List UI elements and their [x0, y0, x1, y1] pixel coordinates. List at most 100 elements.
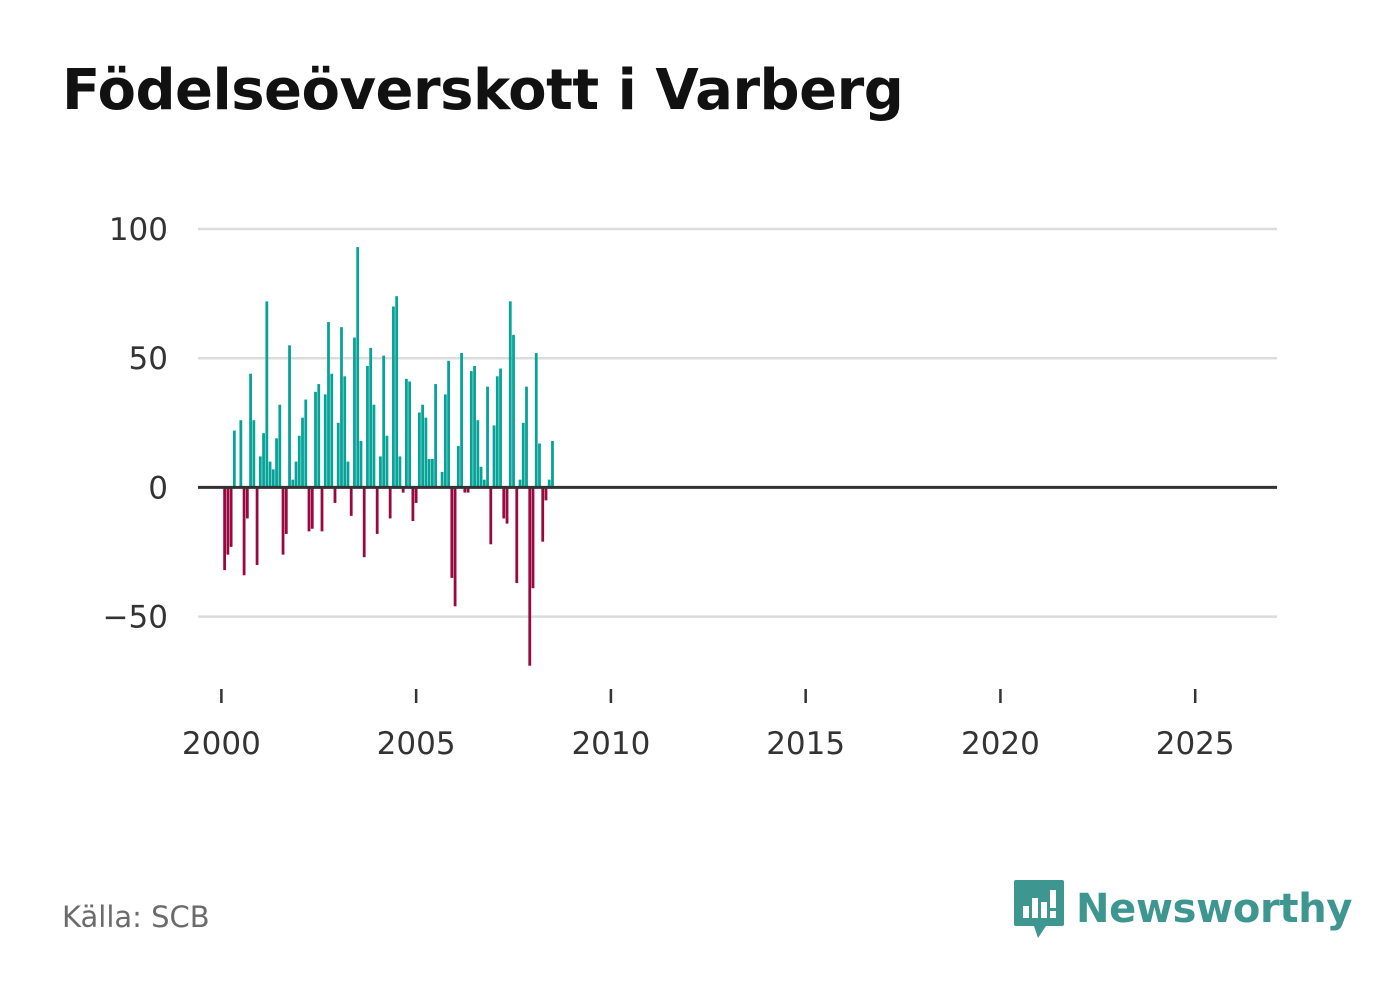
bar-negative — [489, 487, 493, 545]
bar-positive — [417, 412, 421, 488]
bar-positive — [392, 306, 395, 488]
x-tick-label: 2005 — [377, 726, 456, 762]
bar-negative — [255, 487, 259, 565]
bar-positive — [379, 456, 382, 488]
bar-positive — [508, 301, 512, 488]
chart-title: Födelseöverskott i Varberg — [62, 58, 904, 123]
bar-positive — [258, 456, 262, 488]
bar-positive — [456, 446, 460, 488]
y-tick-label: 0 — [148, 470, 168, 506]
bar-negative — [320, 487, 324, 532]
bar-negative — [528, 487, 532, 666]
x-axis-ticks: 2000 2005 2010 2015 2020 2025 — [182, 689, 1235, 762]
bar-positive — [262, 433, 265, 488]
bar-positive — [353, 337, 356, 488]
bar-positive — [427, 459, 431, 488]
bar-positive — [304, 399, 308, 488]
bar-negative — [414, 487, 418, 503]
y-tick-label: −50 — [103, 600, 168, 636]
bar-positive — [288, 345, 291, 488]
bar-positive — [538, 443, 541, 488]
bar-positive — [447, 360, 450, 488]
bar-positive — [385, 435, 389, 488]
bar-positive — [521, 422, 525, 488]
bar-negative — [515, 487, 519, 584]
source-note: Källa: SCB — [62, 900, 210, 934]
bar-negative — [466, 487, 470, 493]
bar-positive — [340, 327, 343, 488]
bar-positive — [547, 479, 551, 488]
bar-negative — [531, 487, 535, 589]
bar-negative — [463, 487, 467, 493]
bar-negative — [544, 487, 548, 501]
bar-positive — [499, 368, 502, 488]
bar-positive — [443, 394, 447, 488]
bar-positive — [356, 247, 360, 488]
y-axis-ticks: 100 50 0 −50 — [103, 212, 168, 636]
bar-positive — [398, 456, 402, 488]
bar-negative — [284, 487, 288, 534]
bar-positive — [395, 296, 399, 488]
bar-positive — [372, 404, 376, 488]
bar-positive — [252, 420, 256, 488]
bar-positive — [317, 384, 321, 488]
bar-negative — [375, 487, 379, 534]
bar-negative — [242, 487, 246, 576]
bar-negative — [349, 487, 353, 516]
y-tick-label: 100 — [109, 212, 168, 248]
bar-positive — [314, 391, 317, 488]
bar-positive — [525, 386, 528, 488]
bar-negative — [541, 487, 545, 542]
bar-positive — [346, 461, 350, 488]
bar-positive — [366, 365, 369, 488]
brand-name: Newsworthy — [1076, 886, 1353, 932]
bar-positive — [408, 381, 412, 488]
bar-positive — [534, 353, 538, 488]
bar-positive — [232, 430, 236, 488]
bar-negative — [310, 487, 314, 529]
bar-positive — [291, 479, 295, 488]
bar-negative — [453, 487, 457, 607]
bar-negative — [502, 487, 506, 519]
bar-positive — [424, 417, 428, 488]
bar-negative — [411, 487, 415, 522]
bar-positive — [460, 353, 463, 488]
bar-positive — [518, 479, 522, 488]
bar-positive — [430, 459, 434, 488]
bar-positive — [336, 422, 340, 488]
x-tick-label: 2025 — [1156, 726, 1235, 762]
bar-positive — [275, 438, 278, 488]
bar-positive — [421, 404, 425, 488]
chart-bubble-icon — [1014, 880, 1064, 938]
x-tick-label: 2015 — [766, 726, 845, 762]
bar-positive — [440, 471, 444, 488]
bars — [223, 247, 554, 666]
bar-positive — [473, 365, 476, 488]
newsworthy-logo[interactable]: Newsworthy — [1012, 878, 1353, 940]
bar-positive — [271, 469, 275, 488]
bar-positive — [512, 334, 515, 488]
bar-positive — [469, 371, 473, 488]
bar-positive — [495, 376, 499, 488]
bar-negative — [388, 487, 392, 519]
x-tick-label: 2000 — [182, 726, 261, 762]
bar-negative — [401, 487, 405, 493]
bar-positive — [323, 394, 327, 488]
bar-negative — [281, 487, 285, 555]
bar-positive — [239, 420, 243, 488]
bar-positive — [551, 440, 554, 488]
bar-negative — [307, 487, 311, 532]
bar-positive — [476, 420, 480, 488]
bar-positive — [297, 435, 301, 488]
bar-negative — [450, 487, 454, 578]
bar-negative — [226, 487, 230, 555]
bar-chart: 100 50 0 −50 2000 2005 2010 2015 2020 2025 — [103, 212, 1277, 762]
bar-positive — [479, 466, 483, 488]
bar-positive — [265, 301, 269, 488]
y-tick-label: 50 — [129, 341, 168, 377]
x-tick-label: 2010 — [571, 726, 650, 762]
bar-positive — [405, 378, 408, 488]
bar-positive — [434, 384, 438, 488]
bar-positive — [249, 373, 252, 488]
bar-positive — [294, 461, 298, 488]
